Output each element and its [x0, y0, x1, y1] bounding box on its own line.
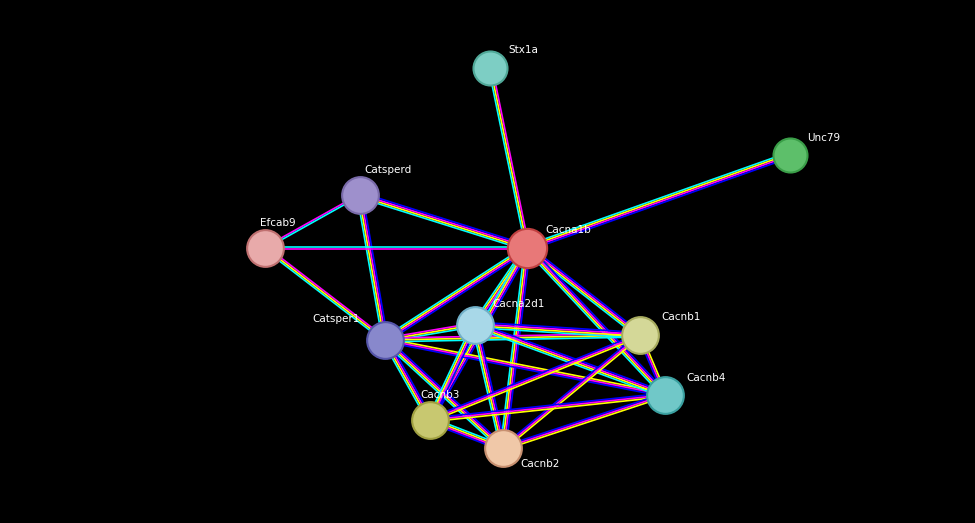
- Point: [257, 244, 273, 252]
- Point: [422, 416, 438, 424]
- Text: Cacnb4: Cacnb4: [686, 373, 725, 383]
- Point: [520, 244, 535, 252]
- Point: [495, 444, 511, 452]
- Text: Catsperd: Catsperd: [365, 165, 411, 175]
- Point: [377, 336, 393, 344]
- Text: Cacnb3: Cacnb3: [420, 390, 459, 400]
- Point: [352, 191, 368, 199]
- Point: [657, 391, 673, 399]
- Point: [467, 321, 483, 329]
- Text: Catsper1: Catsper1: [312, 314, 360, 324]
- Point: [632, 331, 647, 339]
- Text: Efcab9: Efcab9: [260, 218, 296, 228]
- Point: [782, 151, 798, 159]
- Text: Cacnb1: Cacnb1: [661, 312, 700, 322]
- Text: Stx1a: Stx1a: [508, 45, 538, 55]
- Text: Cacna2d1: Cacna2d1: [492, 299, 545, 309]
- Text: Unc79: Unc79: [807, 133, 840, 143]
- Point: [483, 64, 498, 72]
- Text: Cacna1b: Cacna1b: [545, 225, 591, 235]
- Text: Cacnb2: Cacnb2: [521, 459, 560, 469]
